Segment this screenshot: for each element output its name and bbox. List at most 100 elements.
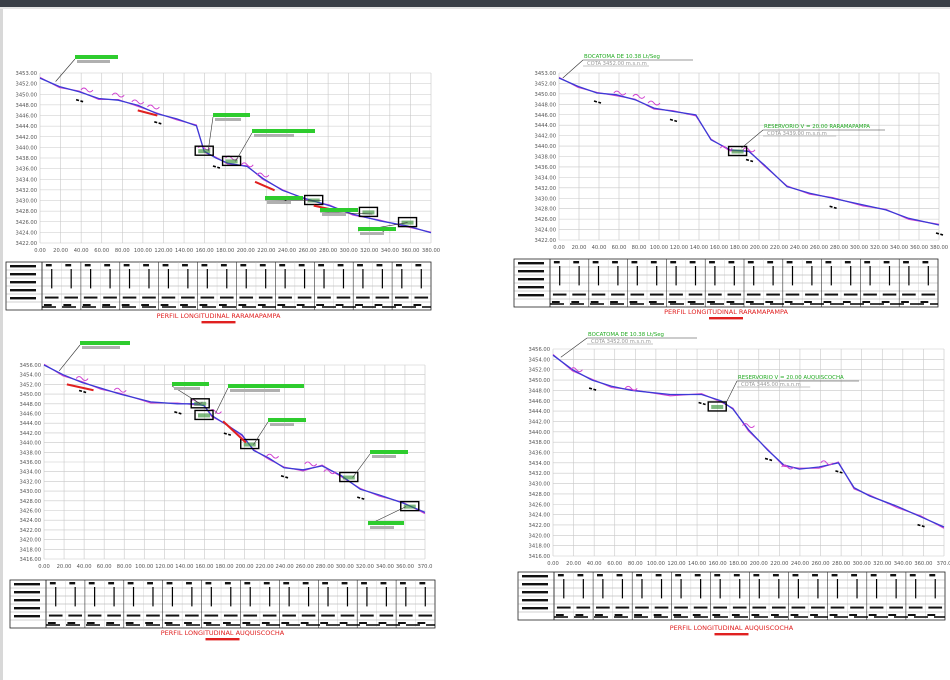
y-tick-label: 3426.00: [16, 220, 37, 226]
structure-box: [221, 155, 242, 167]
y-tick-label: 3446.00: [16, 114, 37, 120]
callout-gray-bar: [372, 455, 396, 458]
callout-green-bar: [368, 521, 404, 525]
y-tick-label: 3453.00: [16, 71, 37, 77]
x-tick-label: 200.00: [235, 564, 253, 570]
table-value-mark: [907, 614, 916, 616]
table-value-mark: [49, 582, 56, 585]
table-value-mark: [86, 622, 95, 624]
x-tick-label: 300.00: [853, 561, 871, 567]
profile-data-table: [513, 258, 939, 308]
table-value-mark: [746, 293, 761, 296]
y-tick-label: 3428.00: [20, 499, 41, 505]
profile-panel-raramapampa-a: 3453.00 3452.00 3450.00 3448.00 3446.00 3444.…: [5, 55, 440, 324]
x-tick-label: 380.00: [930, 245, 948, 251]
y-tick-label: 3450.00: [20, 392, 41, 398]
table-value-mark: [805, 293, 819, 296]
table-value-mark: [84, 264, 91, 267]
table-value-mark: [615, 606, 630, 609]
x-tick-label: 0.00: [38, 564, 50, 570]
callout-leader: [562, 59, 584, 79]
x-tick-label: 100.00: [650, 245, 668, 251]
table-value-mark: [888, 614, 897, 616]
structure-fill: [198, 149, 211, 154]
x-tick-label: 370.0: [418, 564, 433, 570]
table-value-mark: [341, 582, 348, 585]
callout-gray-bar: [215, 118, 241, 121]
table-value-mark: [726, 301, 735, 303]
x-tick-label: 0.00: [553, 245, 565, 251]
x-tick-label: 60.00: [94, 248, 109, 254]
black-dash-marker: [935, 232, 944, 236]
table-value-mark: [707, 301, 715, 303]
table-value-mark: [63, 304, 72, 306]
table-value-mark: [238, 304, 247, 306]
x-tick-label: 340.00: [894, 561, 912, 567]
table-value-mark: [185, 614, 199, 617]
y-tick-label: 3432.00: [535, 186, 556, 192]
table-value-mark: [610, 301, 618, 303]
plot-grid: [43, 364, 426, 560]
table-row-header-mark: [518, 286, 544, 289]
black-dash-marker: [154, 121, 162, 125]
table-value-mark: [792, 574, 799, 577]
y-tick-label: 3442.00: [16, 135, 37, 141]
table-value-mark: [318, 264, 325, 267]
profile-title: PERFIL LONGITUDINAL AUQUISCOCHA: [670, 624, 794, 632]
x-tick-label: 320.00: [356, 564, 374, 570]
table-value-mark: [903, 261, 909, 264]
table-value-mark: [298, 264, 305, 267]
table-value-mark: [301, 614, 316, 617]
table-value-mark: [572, 293, 586, 296]
x-tick-label: 120.00: [667, 561, 685, 567]
x-tick-label: 20.00: [566, 561, 581, 567]
y-tick-label: 3434.00: [20, 470, 41, 476]
x-tick-label: 360.00: [910, 245, 928, 251]
x-tick-label: 260.00: [296, 564, 314, 570]
table-value-mark: [398, 622, 406, 624]
table-value-mark: [374, 304, 383, 306]
table-value-mark: [889, 606, 903, 609]
x-tick-label: 240.00: [278, 248, 296, 254]
black-dash-marker: [174, 411, 182, 415]
table-value-mark: [243, 614, 258, 617]
table-value-mark: [765, 301, 774, 303]
table-value-mark: [376, 264, 383, 267]
y-tick-label: 3442.00: [535, 134, 556, 140]
table-value-mark: [415, 264, 422, 267]
red-marker-segment: [222, 420, 247, 444]
y-tick-label: 3444.00: [20, 421, 41, 427]
table-value-mark: [552, 293, 567, 296]
table-row-header-mark: [522, 583, 548, 586]
table-row-header-mark: [14, 607, 40, 610]
table-value-mark: [103, 296, 117, 299]
table-value-mark: [575, 614, 584, 616]
y-tick-label: 3438.00: [20, 450, 41, 456]
x-tick-label: 260.00: [298, 248, 316, 254]
terrain-variation: [742, 423, 755, 429]
table-row-header-mark: [522, 575, 548, 578]
terrain-variation: [266, 453, 279, 459]
table-value-mark: [395, 296, 409, 299]
table-value-mark: [829, 614, 838, 616]
table-value-mark: [573, 261, 580, 264]
table-value-mark: [127, 582, 134, 585]
x-tick-label: 20.00: [572, 245, 587, 251]
table-value-mark: [864, 261, 871, 264]
y-tick-label: 3420.00: [20, 538, 41, 544]
callout-green-bar: [265, 196, 303, 200]
y-tick-label: 3452.00: [20, 382, 41, 388]
profile-data-table: [517, 571, 946, 621]
table-value-mark: [689, 261, 696, 264]
x-tick-label: 160.00: [710, 245, 728, 251]
table-value-mark: [82, 304, 91, 306]
table-value-mark: [862, 301, 871, 303]
black-dash-marker: [357, 496, 365, 500]
table-value-mark: [844, 261, 851, 264]
callout-leader: [253, 421, 269, 445]
x-tick-label: 220.00: [770, 561, 788, 567]
y-tick-label: 3418.00: [20, 547, 41, 553]
table-value-mark: [629, 301, 638, 303]
table-row-header-mark: [14, 615, 40, 618]
table-value-mark: [361, 582, 367, 585]
